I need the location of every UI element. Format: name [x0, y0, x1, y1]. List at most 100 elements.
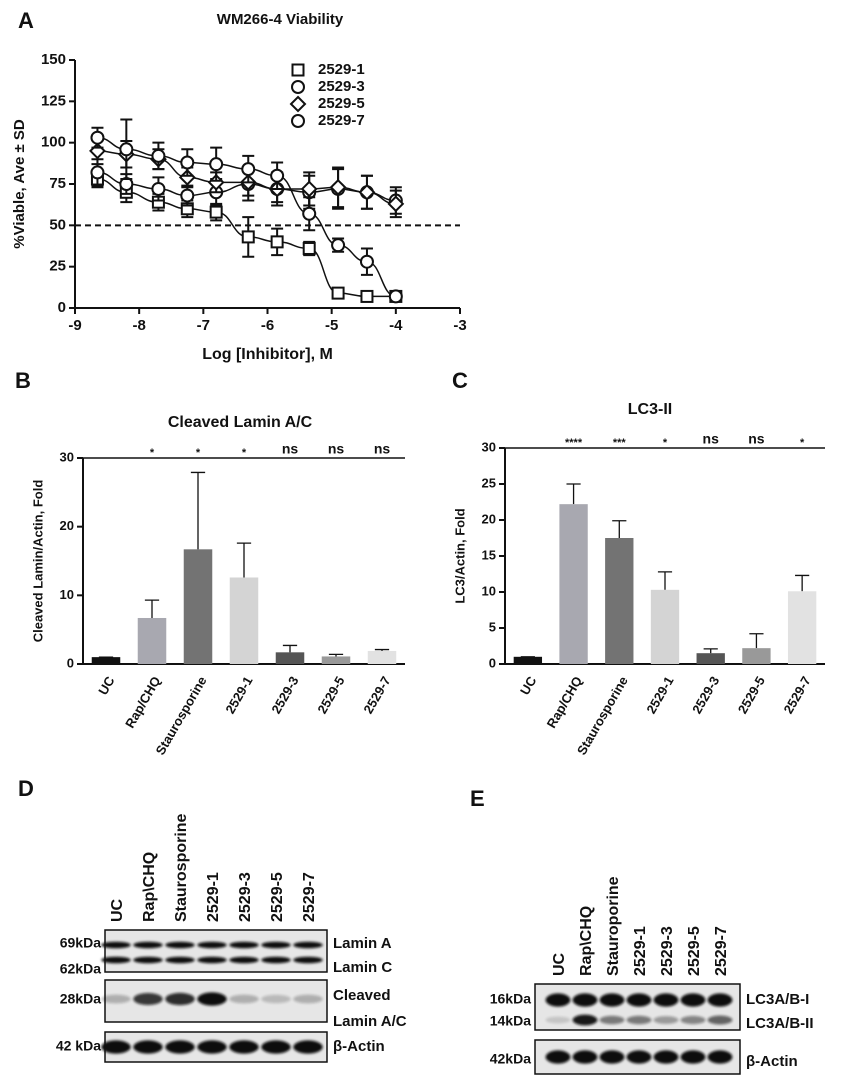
blot-band	[229, 941, 259, 949]
data-point	[151, 181, 166, 196]
data-point	[270, 235, 284, 249]
data-point	[388, 289, 403, 304]
data-point	[331, 286, 345, 300]
x-tick-label: -9	[68, 317, 81, 334]
panel-label: B	[15, 368, 31, 393]
blot-band	[197, 1040, 227, 1054]
x-tick-label: 2529-7	[780, 674, 813, 717]
blot-band	[293, 956, 323, 964]
bar	[559, 504, 588, 664]
data-point	[358, 183, 376, 201]
blot-band	[653, 993, 679, 1007]
data-point	[90, 130, 105, 145]
chart-title: WM266-4 Viability	[217, 11, 344, 28]
blot-band	[229, 994, 259, 1004]
y-tick-label: 25	[482, 475, 496, 490]
error-bar	[328, 653, 344, 657]
significance-label: *	[800, 437, 805, 449]
y-axis-label: %Viable, Ave ± SD	[11, 119, 28, 249]
blot-band	[572, 1014, 598, 1026]
lane-label: 2529-1	[205, 872, 222, 922]
x-tick-label: Rap/CHQ	[122, 674, 164, 731]
blot-band	[626, 1050, 652, 1064]
data-point	[387, 195, 405, 213]
data-point	[302, 241, 316, 255]
band-label: β-Actin	[746, 1053, 798, 1070]
data-point	[209, 205, 223, 219]
bar	[183, 549, 213, 664]
bar	[275, 652, 305, 664]
mw-marker: 16kDa	[490, 991, 531, 1007]
lane-label: Rap\CHQ	[141, 852, 158, 922]
blot-band	[261, 956, 291, 964]
y-tick-label: 20	[60, 518, 74, 533]
significance-label: ns	[328, 441, 345, 457]
error-bar	[566, 483, 581, 505]
bar	[321, 656, 351, 664]
band-label: LC3A/B-I	[746, 991, 809, 1008]
error-bar	[236, 542, 252, 578]
blot-band	[545, 1050, 571, 1064]
blot-band	[293, 941, 323, 949]
significance-label: *	[196, 447, 201, 459]
data-point	[360, 289, 374, 303]
blot-band	[229, 956, 259, 964]
x-tick-label: -5	[325, 317, 338, 334]
blot-band	[599, 1050, 625, 1064]
data-point	[151, 148, 166, 163]
blot-band	[261, 941, 291, 949]
lane-label: 2529-7	[713, 926, 730, 976]
y-axis-label: LC3/Actin, Fold	[452, 508, 467, 603]
lane-label: 2529-1	[632, 926, 649, 976]
significance-label: ns	[748, 431, 765, 447]
error-bar	[749, 633, 764, 649]
y-tick-label: 0	[67, 655, 74, 670]
blot-band	[680, 993, 706, 1007]
significance-label: ****	[565, 437, 583, 449]
y-tick-label: 30	[60, 449, 74, 464]
band-label: Lamin A/C	[333, 1013, 407, 1030]
x-tick-label: Staurosporine	[153, 674, 210, 758]
mw-marker: 42kDa	[490, 1051, 531, 1067]
y-tick-label: 150	[41, 51, 66, 68]
lane-label: 2529-5	[686, 926, 703, 976]
blot-band	[101, 1040, 131, 1054]
x-tick-label: UC	[95, 673, 118, 697]
lane-label: 2529-5	[269, 872, 286, 922]
lane-label: 2529-3	[237, 872, 254, 922]
bar	[742, 648, 771, 664]
x-tick-label: 2529-5	[314, 674, 347, 717]
band-label: Lamin C	[333, 959, 392, 976]
band-label: LC3A/B-II	[746, 1015, 814, 1032]
data-point	[329, 178, 347, 196]
bar	[91, 657, 121, 664]
lane-label: UC	[109, 898, 126, 922]
y-tick-label: 30	[482, 439, 496, 454]
blot-band	[545, 1016, 571, 1024]
data-point	[241, 230, 255, 244]
blot-band	[165, 941, 195, 949]
blot-band	[680, 1015, 706, 1025]
blot-band	[133, 993, 163, 1005]
data-point	[90, 165, 105, 180]
blot-band	[680, 1050, 706, 1064]
blot-band	[572, 993, 598, 1007]
lane-label: Stauroporine	[605, 876, 622, 976]
blot-band	[261, 994, 291, 1004]
blot-band	[197, 992, 227, 1006]
lane-label: Staurosporine	[173, 813, 190, 922]
y-tick-label: 10	[60, 587, 74, 602]
y-tick-label: 125	[41, 92, 66, 109]
legend-label: 2529-1	[318, 61, 365, 78]
significance-label: *	[663, 437, 668, 449]
chart-title: LC3-II	[628, 401, 672, 418]
blot-band	[545, 993, 571, 1007]
blot-band	[599, 1015, 625, 1025]
panel-label: A	[18, 8, 34, 33]
x-tick-label: Staurosporine	[574, 674, 631, 758]
legend-label: 2529-5	[318, 95, 365, 112]
error-bar	[374, 648, 390, 651]
blot-band	[101, 994, 131, 1004]
data-point	[359, 254, 374, 269]
significance-label: *	[150, 447, 155, 459]
